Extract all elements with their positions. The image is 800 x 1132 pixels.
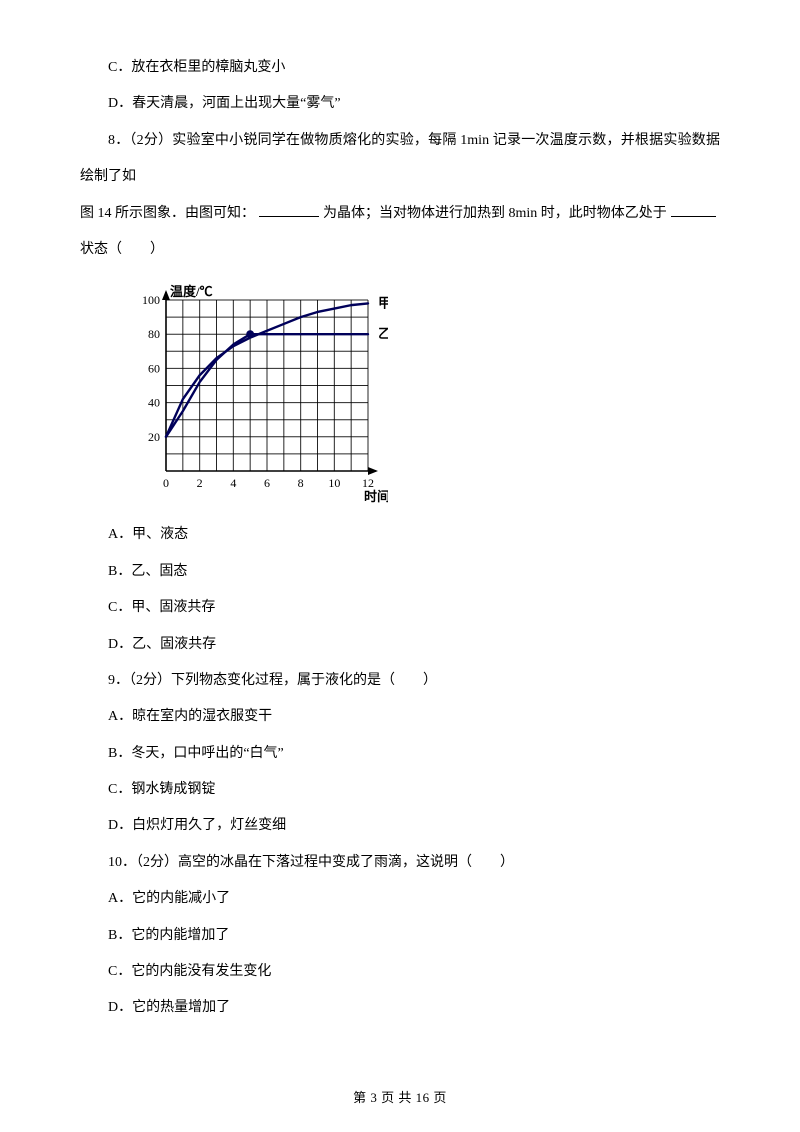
q8-option-c: C．甲、固液共存: [80, 590, 720, 626]
q8-stem-mid: 为晶体；当对物体进行加热到 8min 时，此时物体乙处于: [323, 206, 667, 221]
melting-curve-chart: 0 2 4 6 8 10 12 20 40 60 80 100 温度/℃ 时间/min 甲乙: [120, 282, 388, 505]
svg-text:0: 0: [163, 476, 169, 490]
q8-stem-pre: 图 14 所示图象．由图可知：: [80, 206, 255, 221]
svg-text:时间/min: 时间/min: [364, 489, 388, 504]
svg-text:温度/℃: 温度/℃: [170, 284, 213, 299]
svg-text:100: 100: [142, 293, 160, 307]
svg-text:80: 80: [148, 328, 160, 342]
svg-text:20: 20: [148, 430, 160, 444]
svg-text:6: 6: [264, 476, 270, 490]
svg-text:12: 12: [362, 476, 374, 490]
q9-option-d: D．白炽灯用久了，灯丝变细: [80, 808, 720, 844]
q8-chart: 0 2 4 6 8 10 12 20 40 60 80 100 温度/℃ 时间/min 甲乙: [120, 282, 720, 505]
page-footer: 第 3 页 共 16 页: [0, 1087, 800, 1106]
q8-stem-line1: 8．（2分）实验室中小锐同学在做物质熔化的实验，每隔 1min 记录一次温度示数…: [80, 123, 720, 196]
q8-option-d: D．乙、固液共存: [80, 627, 720, 663]
q8-blank-2: [671, 202, 716, 217]
q9-option-b: B．冬天，口中呼出的“白气”: [80, 736, 720, 772]
svg-text:10: 10: [328, 476, 340, 490]
q7-option-c: C．放在衣柜里的樟脑丸变小: [80, 50, 720, 86]
q10-stem: 10．（2分）高空的冰晶在下落过程中变成了雨滴，这说明（ ）: [80, 845, 720, 881]
q8-stem-post: 状态（ ）: [80, 242, 164, 257]
q10-option-c: C．它的内能没有发生变化: [80, 954, 720, 990]
q9-option-c: C．钢水铸成钢锭: [80, 772, 720, 808]
q8-blank-1: [259, 202, 319, 217]
q7-option-d: D．春天清晨，河面上出现大量“雾气”: [80, 86, 720, 122]
svg-text:甲: 甲: [378, 296, 388, 311]
svg-text:60: 60: [148, 362, 160, 376]
q8-stem-line2: 图 14 所示图象．由图可知： 为晶体；当对物体进行加热到 8min 时，此时物体…: [80, 196, 720, 269]
svg-text:4: 4: [230, 476, 236, 490]
svg-text:40: 40: [148, 396, 160, 410]
svg-text:乙: 乙: [378, 327, 388, 342]
q8-option-a: A．甲、液态: [80, 517, 720, 553]
q10-option-a: A．它的内能减小了: [80, 881, 720, 917]
svg-text:8: 8: [298, 476, 304, 490]
svg-text:2: 2: [197, 476, 203, 490]
q10-option-d: D．它的热量增加了: [80, 990, 720, 1026]
q10-option-b: B．它的内能增加了: [80, 918, 720, 954]
q9-option-a: A．晾在室内的湿衣服变干: [80, 699, 720, 735]
q9-stem: 9．（2分）下列物态变化过程，属于液化的是（ ）: [80, 663, 720, 699]
q8-option-b: B．乙、固态: [80, 554, 720, 590]
